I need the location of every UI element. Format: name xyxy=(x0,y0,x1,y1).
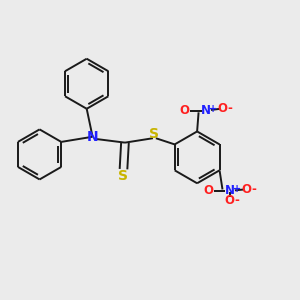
Text: N: N xyxy=(87,130,98,144)
Text: -: - xyxy=(252,183,256,196)
Text: N: N xyxy=(225,184,235,197)
Text: -: - xyxy=(228,102,232,115)
Text: +: + xyxy=(209,104,218,114)
Text: O: O xyxy=(242,183,252,196)
Text: O: O xyxy=(203,184,213,197)
Text: O: O xyxy=(218,102,228,115)
Text: O: O xyxy=(225,194,235,207)
Text: S: S xyxy=(149,127,159,140)
Text: N: N xyxy=(201,104,211,117)
Text: O: O xyxy=(179,104,190,117)
Text: S: S xyxy=(118,169,128,184)
Text: -: - xyxy=(235,194,240,207)
Text: +: + xyxy=(233,184,241,194)
